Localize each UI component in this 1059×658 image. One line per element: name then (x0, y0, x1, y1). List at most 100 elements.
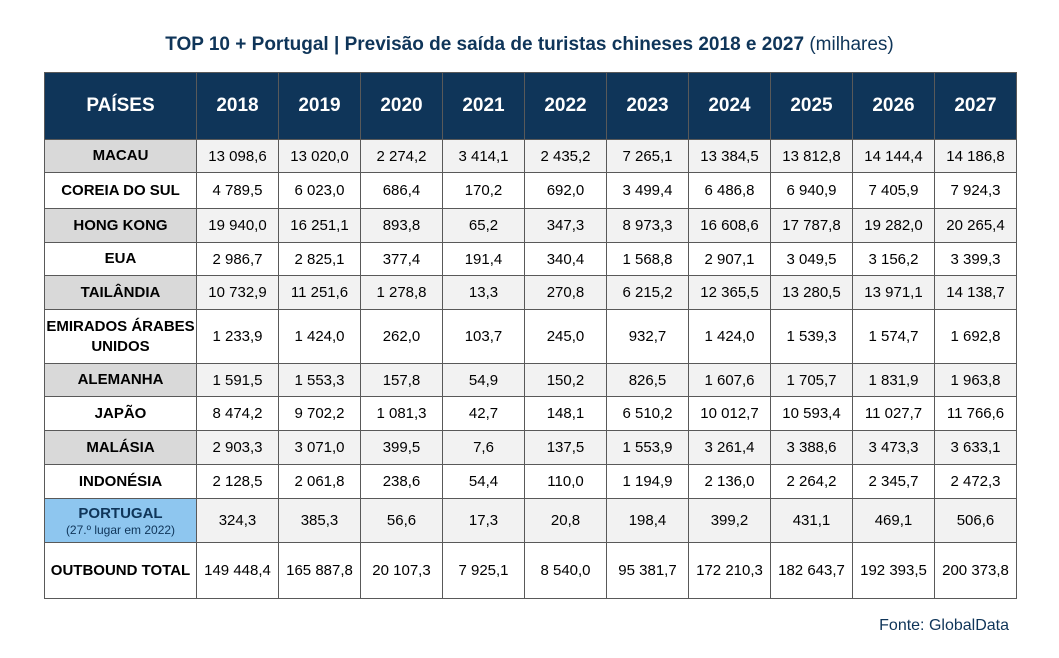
table-row: OUTBOUND TOTAL 149 448,4 165 887,8 20 107,3… (44, 542, 1017, 599)
country-name: PORTUGAL (78, 505, 163, 522)
value-cell: 506,6 (934, 498, 1017, 543)
value-cell: 3 473,3 (852, 430, 935, 465)
value-cell: 8 540,0 (524, 542, 607, 599)
value-cell: 56,6 (360, 498, 443, 543)
country-cell: EMIRADOS ÁRABES UNIDOS (44, 309, 197, 364)
value-cell: 2 907,1 (688, 242, 771, 276)
table-row: COREIA DO SUL 4 789,5 6 023,0 686,4 170,2 692… (44, 172, 1017, 209)
value-cell: 8 474,2 (196, 396, 279, 431)
country-name: EMIRADOS ÁRABES UNIDOS (46, 317, 195, 355)
header-countries: PAÍSES (44, 72, 197, 140)
value-cell: 14 144,4 (852, 139, 935, 173)
country-cell: HONG KONG (44, 208, 197, 243)
value-cell: 11 766,6 (934, 396, 1017, 431)
table-row: EUA 2 986,7 2 825,1 377,4 191,4 340,4 1 568,8 2… (44, 242, 1017, 276)
country-cell: JAPÃO (44, 396, 197, 431)
value-cell: 1 568,8 (606, 242, 689, 276)
header-year: 2027 (934, 72, 1017, 140)
value-cell: 20 107,3 (360, 542, 443, 599)
rank-note: (27.º lugar em 2022) (65, 523, 176, 537)
value-cell: 54,4 (442, 464, 525, 499)
country-name: MALÁSIA (86, 438, 155, 456)
value-cell: 1 607,6 (688, 363, 771, 397)
header-year: 2018 (196, 72, 279, 140)
value-cell: 1 194,9 (606, 464, 689, 499)
value-cell: 1 424,0 (688, 309, 771, 364)
country-cell: MACAU (44, 139, 197, 173)
value-cell: 1 963,8 (934, 363, 1017, 397)
value-cell: 2 061,8 (278, 464, 361, 499)
value-cell: 192 393,5 (852, 542, 935, 599)
country-name: OUTBOUND TOTAL (50, 561, 191, 579)
table-row: ALEMANHA 1 591,5 1 553,3 157,8 54,9 150,2 826,… (44, 363, 1017, 397)
value-cell: 1 705,7 (770, 363, 853, 397)
value-cell: 165 887,8 (278, 542, 361, 599)
country-cell: INDONÉSIA (44, 464, 197, 499)
value-cell: 1 692,8 (934, 309, 1017, 364)
header-year: 2024 (688, 72, 771, 140)
value-cell: 262,0 (360, 309, 443, 364)
value-cell: 1 831,9 (852, 363, 935, 397)
value-cell: 7,6 (442, 430, 525, 465)
value-cell: 172 210,3 (688, 542, 771, 599)
value-cell: 2 903,3 (196, 430, 279, 465)
value-cell: 7 405,9 (852, 172, 935, 209)
value-cell: 245,0 (524, 309, 607, 364)
country-name: INDONÉSIA (78, 472, 163, 490)
country-name: COREIA DO SUL (61, 181, 180, 199)
value-cell: 7 925,1 (442, 542, 525, 599)
value-cell: 385,3 (278, 498, 361, 543)
value-cell: 2 435,2 (524, 139, 607, 173)
value-cell: 238,6 (360, 464, 443, 499)
value-cell: 103,7 (442, 309, 525, 364)
value-cell: 6 510,2 (606, 396, 689, 431)
country-cell: MALÁSIA (44, 430, 197, 465)
table-body: MACAU 13 098,6 13 020,0 2 274,2 3 414,1 2 435… (44, 139, 1017, 599)
country-name: JAPÃO (94, 404, 147, 422)
value-cell: 110,0 (524, 464, 607, 499)
value-cell: 1 424,0 (278, 309, 361, 364)
value-cell: 12 365,5 (688, 275, 771, 310)
value-cell: 4 789,5 (196, 172, 279, 209)
value-cell: 11 251,6 (278, 275, 361, 310)
table-row: INDONÉSIA 2 128,5 2 061,8 238,6 54,4 110,0 1 1… (44, 464, 1017, 499)
table-row: MALÁSIA 2 903,3 3 071,0 399,5 7,6 137,5 1 553,… (44, 430, 1017, 465)
value-cell: 6 215,2 (606, 275, 689, 310)
country-cell: TAILÂNDIA (44, 275, 197, 310)
value-cell: 3 499,4 (606, 172, 689, 209)
value-cell: 3 388,6 (770, 430, 853, 465)
value-cell: 11 027,7 (852, 396, 935, 431)
value-cell: 16 608,6 (688, 208, 771, 243)
value-cell: 54,9 (442, 363, 525, 397)
value-cell: 20,8 (524, 498, 607, 543)
value-cell: 182 643,7 (770, 542, 853, 599)
value-cell: 10 732,9 (196, 275, 279, 310)
value-cell: 3 156,2 (852, 242, 935, 276)
value-cell: 2 128,5 (196, 464, 279, 499)
value-cell: 347,3 (524, 208, 607, 243)
value-cell: 399,5 (360, 430, 443, 465)
value-cell: 826,5 (606, 363, 689, 397)
value-cell: 1 553,3 (278, 363, 361, 397)
value-cell: 399,2 (688, 498, 771, 543)
value-cell: 19 282,0 (852, 208, 935, 243)
value-cell: 2 472,3 (934, 464, 1017, 499)
title-unit: (milhares) (809, 34, 894, 55)
value-cell: 7 265,1 (606, 139, 689, 173)
country-name: ALEMANHA (77, 371, 164, 388)
value-cell: 2 136,0 (688, 464, 771, 499)
value-cell: 2 986,7 (196, 242, 279, 276)
value-cell: 198,4 (606, 498, 689, 543)
value-cell: 377,4 (360, 242, 443, 276)
value-cell: 1 553,9 (606, 430, 689, 465)
value-cell: 65,2 (442, 208, 525, 243)
value-cell: 14 186,8 (934, 139, 1017, 173)
header-year: 2026 (852, 72, 935, 140)
forecast-table: PAÍSES 2018 2019 2020 2021 2022 2023 2024 2025 20… (44, 72, 1017, 599)
value-cell: 149 448,4 (196, 542, 279, 599)
value-cell: 2 345,7 (852, 464, 935, 499)
header-year: 2023 (606, 72, 689, 140)
value-cell: 932,7 (606, 309, 689, 364)
value-cell: 469,1 (852, 498, 935, 543)
value-cell: 19 940,0 (196, 208, 279, 243)
